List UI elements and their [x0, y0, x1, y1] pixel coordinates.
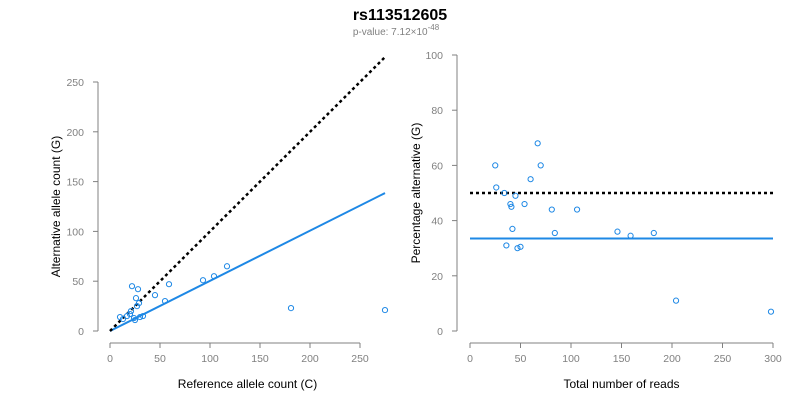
- data-point: [199, 277, 207, 284]
- data-point: [512, 192, 519, 199]
- y-tick-label: 100: [425, 50, 443, 62]
- data-point: [672, 297, 680, 304]
- y-axis-label: Percentage alternative (G): [409, 123, 423, 264]
- data-point: [381, 306, 389, 314]
- subtitle-exponent: -48: [428, 23, 440, 32]
- data-point: [521, 200, 528, 208]
- expected-ratio-line: [109, 56, 386, 332]
- scatter-panel-allele-counts: 0 50 100 150 200 250 0 50 100 150 200 250 Reference …: [49, 56, 389, 391]
- y-tick-label: 200: [66, 127, 84, 139]
- x-tick-label: 0: [467, 353, 473, 365]
- y-tick-label: 0: [78, 326, 84, 338]
- data-point: [548, 206, 555, 213]
- data-point: [517, 243, 524, 250]
- data-point: [503, 242, 510, 249]
- data-point: [165, 281, 173, 288]
- x-tick-label: 250: [351, 353, 369, 365]
- data-point: [128, 283, 136, 290]
- figure-title: rs113512605: [353, 7, 447, 24]
- data-point: [210, 273, 218, 280]
- y-tick-label: 60: [431, 160, 443, 172]
- data-point: [508, 203, 515, 210]
- data-point: [493, 184, 500, 191]
- fitted-line: [109, 192, 386, 332]
- x-tick-label: 300: [764, 353, 782, 365]
- figure-subtitle: p-value: 7.12×10-48: [353, 23, 440, 38]
- data-point: [119, 315, 127, 323]
- x-tick-label: 150: [613, 353, 631, 365]
- y-tick-label: 50: [72, 276, 84, 288]
- y-tick-label: 40: [431, 216, 443, 228]
- data-point: [223, 263, 231, 270]
- data-point: [627, 232, 634, 239]
- x-tick-label: 200: [663, 353, 681, 365]
- y-tick-label: 0: [437, 326, 443, 338]
- data-point: [527, 176, 534, 183]
- data-point: [134, 286, 142, 293]
- data-point: [151, 292, 159, 299]
- data-point: [573, 206, 581, 213]
- x-tick-label: 50: [154, 353, 166, 365]
- data-point: [136, 313, 144, 321]
- data-point: [287, 304, 295, 312]
- data-point: [501, 189, 508, 197]
- x-axis-label: Reference allele count (C): [178, 377, 317, 391]
- data-point: [135, 300, 143, 307]
- data-point: [127, 307, 135, 315]
- data-point: [509, 225, 516, 232]
- data-point: [126, 310, 134, 318]
- x-tick-label: 100: [201, 353, 219, 365]
- y-tick-label: 250: [66, 77, 84, 89]
- data-point: [139, 312, 147, 320]
- data-point: [131, 316, 139, 324]
- data-point: [492, 162, 499, 169]
- data-point: [537, 162, 544, 169]
- data-point: [507, 200, 514, 208]
- x-tick-label: 250: [714, 353, 732, 365]
- x-tick-label: 50: [515, 353, 527, 365]
- x-tick-label: 100: [562, 353, 580, 365]
- y-tick-label: 100: [66, 226, 84, 238]
- y-tick-label: 150: [66, 177, 84, 189]
- data-point: [614, 228, 621, 235]
- x-axis-label: Total number of reads: [563, 377, 679, 391]
- data-point: [551, 229, 558, 237]
- subtitle-pvalue: p-value: 7.12×10: [353, 27, 428, 38]
- data-point: [767, 308, 775, 315]
- x-tick-label: 200: [301, 353, 319, 365]
- x-tick-label: 150: [251, 353, 269, 365]
- scatter-panel-percentage: 0 50 100 150 200 250 300 0 20 40 60 80 100 Total numb…: [409, 50, 782, 391]
- data-point: [534, 140, 541, 147]
- y-tick-label: 20: [431, 271, 443, 283]
- data-point: [514, 245, 521, 252]
- data-point: [161, 298, 169, 305]
- x-tick-label: 0: [107, 353, 113, 365]
- y-tick-label: 80: [431, 105, 443, 117]
- data-point: [132, 295, 140, 302]
- data-point: [650, 229, 657, 237]
- y-axis-label: Alternative allele count (G): [49, 136, 63, 277]
